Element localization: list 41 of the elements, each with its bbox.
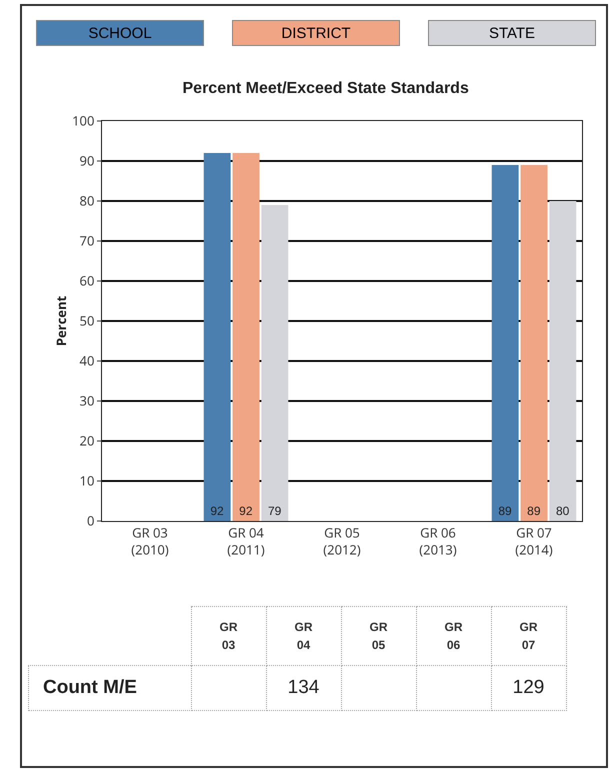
y-tick-label: 100	[72, 112, 94, 130]
y-tick-label: 0	[86, 512, 94, 530]
text: DISTRICT	[232, 20, 400, 46]
y-tick-label: 80	[80, 192, 94, 210]
text: SCHOOL	[36, 20, 204, 46]
data-label: 92	[210, 504, 224, 518]
x-tick-label: GR 03	[218, 619, 238, 654]
y-tick-label: 30	[80, 392, 94, 410]
bar	[549, 201, 576, 521]
table-cell: 129	[491, 666, 566, 710]
y-tick-label: Count M/E	[28, 666, 191, 710]
y-tick-label: 50	[80, 312, 94, 330]
y-tick-label: 70	[80, 232, 94, 250]
text: STATE	[428, 20, 596, 46]
bar	[232, 153, 260, 521]
x-tick-label: GR 07 (2014)	[515, 524, 553, 558]
x-tick-label: GR 05	[368, 619, 388, 654]
x-tick-label: GR 05 (2012)	[323, 524, 361, 558]
y-tick-label: 10	[80, 472, 94, 490]
x-tick-label: GR 06 (2013)	[419, 524, 457, 558]
x-tick-label: GR 04 (2011)	[227, 524, 265, 558]
x-tick-label: GR 06	[444, 619, 464, 654]
bar	[492, 165, 519, 521]
bar	[261, 205, 288, 521]
data-label: 80	[556, 504, 570, 518]
x-tick-label: GR 07	[518, 619, 538, 654]
chart-title: Percent Meet/Exceed State Standards	[182, 80, 469, 97]
y-tick-label: 60	[80, 272, 94, 290]
y-tick-label: 40	[80, 352, 94, 370]
y-tick-label: 20	[80, 432, 94, 450]
x-tick-label: GR 03 (2010)	[131, 524, 169, 558]
data-label: 79	[268, 504, 282, 518]
data-label: 92	[239, 504, 253, 518]
y-tick-label: 90	[80, 152, 94, 170]
bar	[520, 165, 548, 521]
bar	[204, 153, 231, 521]
y-axis-title: Percent	[52, 296, 70, 346]
data-label: 89	[527, 504, 541, 518]
table-cell: 134	[266, 666, 341, 710]
x-tick-label: GR 04	[294, 619, 314, 654]
data-label: 89	[498, 504, 512, 518]
